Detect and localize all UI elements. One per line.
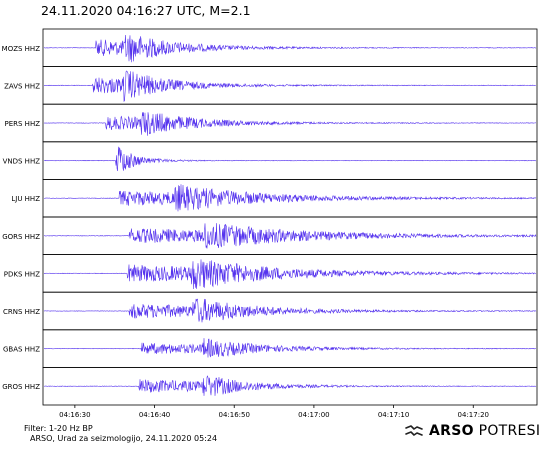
trace-label: GROS HHZ <box>2 383 40 391</box>
trace-label: PERS HHZ <box>5 120 41 128</box>
waveform-line <box>43 34 537 63</box>
waveform-line <box>43 259 537 289</box>
trace-label: GBAS HHZ <box>3 346 40 354</box>
waveform-line <box>43 146 537 172</box>
logo-text: ARSO POTRESI <box>429 423 540 439</box>
waveform-line <box>43 70 537 103</box>
waveform-line <box>43 338 537 358</box>
waveform-line <box>43 375 537 396</box>
x-tick-label: 04:16:30 <box>59 411 90 419</box>
trace-panel <box>42 366 538 406</box>
trace-label: GORS HHZ <box>2 233 40 241</box>
logo-brand: ARSO <box>429 423 474 439</box>
chart-title: 24.11.2020 04:16:27 UTC, M=2.1 <box>41 3 251 18</box>
trace-label: CRNS HHZ <box>3 308 40 316</box>
waveform-line <box>43 112 537 136</box>
x-tick-label: 04:16:50 <box>218 411 249 419</box>
x-tick-label: 04:17:10 <box>378 411 409 419</box>
waveform-line <box>43 184 537 212</box>
arso-logo: ARSO POTRESI <box>405 423 540 439</box>
trace-label: VNDS HHZ <box>3 158 41 166</box>
seismograph-logo-icon <box>405 425 423 436</box>
x-tick-label: 04:17:00 <box>298 411 329 419</box>
x-tick-label: 04:17:20 <box>458 411 489 419</box>
trace-label: PDKS HHZ <box>4 270 40 278</box>
trace-label: LJU HHZ <box>11 195 40 203</box>
credit-note: ARSO, Urad za seizmologijo, 24.11.2020 0… <box>30 434 218 443</box>
filter-note: Filter: 1-20 Hz BP <box>24 424 93 433</box>
waveform-line <box>43 223 537 249</box>
logo-word: POTRESI <box>478 423 541 439</box>
trace-label: ZAVS HHZ <box>4 82 40 90</box>
waveform-line <box>43 298 537 323</box>
x-tick-label: 04:16:40 <box>139 411 170 419</box>
trace-label: MOZS HHZ <box>2 45 41 53</box>
